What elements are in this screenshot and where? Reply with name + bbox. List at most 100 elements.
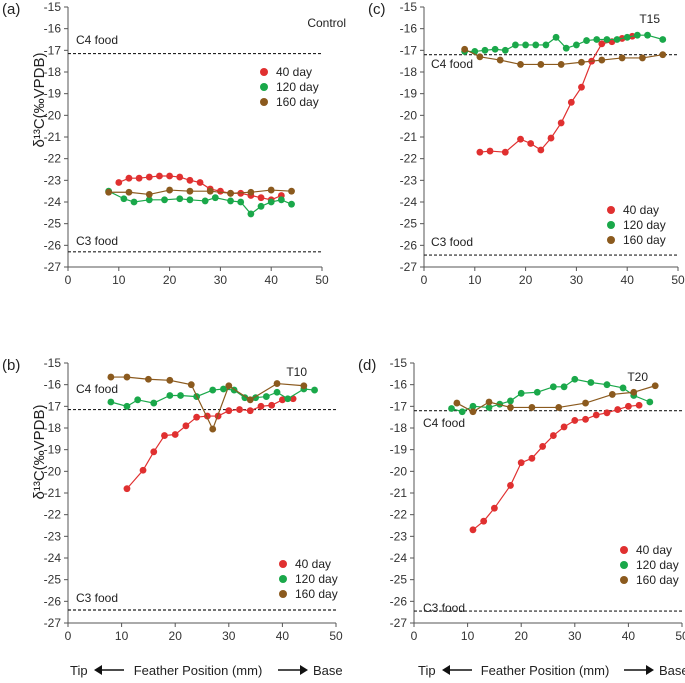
x-tick-label: 10 [112,273,126,287]
data-point [171,431,179,438]
data-point [186,187,194,195]
legend-label: 40 day [276,65,312,79]
data-point [522,41,529,49]
data-point [486,147,494,155]
series-line [108,189,292,196]
data-point [458,408,466,416]
legend-label: 120 day [636,558,679,572]
data-point [267,198,275,206]
legend-marker [279,560,287,568]
data-point [123,485,131,493]
series-120-day [448,375,654,416]
data-point [560,383,568,391]
y-tick-label: -20 [400,108,418,122]
y-tick-label: -16 [44,22,62,36]
y-tick-label: -15 [44,356,62,370]
y-tick-label: -16 [44,378,62,392]
data-point [241,394,249,402]
c3-food-label: C3 food [76,234,118,248]
legend-label: 160 day [276,95,319,109]
series-line [456,385,656,413]
data-point [485,404,493,411]
legend-marker [620,576,628,584]
data-point [166,376,174,384]
data-point [105,188,113,196]
x-tick-label: 20 [515,629,529,643]
y-tick-label: -25 [44,573,62,587]
series-line [110,376,304,431]
y-tick-label: -24 [44,195,62,209]
chart-panel-t15: -27 -26 -25 -24 -23 -22 -21 -20 -19 -18 -17 -16 -15 0… [368,0,685,287]
data-point [659,51,667,59]
legend-marker [260,83,268,91]
x-tick-label: 50 [315,273,329,287]
left-arrow-icon [94,665,124,675]
data-point [571,417,579,424]
chart-panel-control: -27 -26 -25 -24 -23 -22 -21 -20 -19 -18 -17 -16 -15 0… [2,0,346,287]
x-tick-label: 50 [329,629,343,643]
x-tick-label: 30 [214,273,228,287]
series-120-day [105,187,295,218]
data-point [166,392,174,399]
data-point [145,191,153,198]
data-point [552,33,560,41]
data-point [120,195,128,203]
y-tick-label: -20 [44,464,62,478]
series-40-day [476,32,636,156]
data-point [481,46,489,54]
right-arrow-icon [624,665,654,675]
panel-letter: (a) [2,1,20,18]
data-point [619,384,627,392]
base-label: Base [313,663,343,678]
x-tick-label: 10 [115,629,129,643]
data-point [512,41,519,49]
legend-label: 120 day [276,80,319,94]
data-point [186,176,194,184]
base-label: Base [659,663,685,678]
legend-label: 160 day [636,573,679,587]
data-point [623,33,631,41]
data-point [635,401,643,409]
data-point [125,174,133,182]
y-tick-label: -21 [390,486,408,500]
data-point [644,31,651,39]
data-point [571,375,579,383]
y-tick-label: -23 [400,173,418,187]
data-point [562,44,570,52]
y-tick-label: -20 [390,464,408,478]
y-tick-label: -26 [44,594,62,608]
legend-label: 120 day [295,572,338,586]
data-point [646,398,654,406]
data-point [583,37,590,44]
data-point [268,401,276,409]
data-point [134,396,142,404]
y-tick-label: -18 [44,65,62,79]
data-point [196,179,204,186]
data-point [227,197,234,205]
data-point [485,398,493,406]
y-tick-label: -26 [400,238,418,252]
data-point [211,194,219,202]
panel-title: Control [307,16,346,30]
series-160-day [107,373,308,433]
data-point [651,382,659,390]
y-tick-label: -27 [44,616,62,630]
y-tick-label: -21 [400,130,418,144]
data-point [533,388,541,396]
c3-food-label: C3 food [76,591,118,605]
data-point [567,98,575,106]
data-point [557,119,565,127]
data-point [527,140,535,147]
data-point [507,482,514,489]
x-tick-label: 20 [169,629,183,643]
data-point [578,58,585,66]
x-tick-label: 10 [461,629,475,643]
data-point [166,172,174,180]
data-point [209,425,217,433]
data-point [537,61,545,68]
y-tick-label: -24 [400,195,418,209]
x-tick-label: 40 [265,273,279,287]
